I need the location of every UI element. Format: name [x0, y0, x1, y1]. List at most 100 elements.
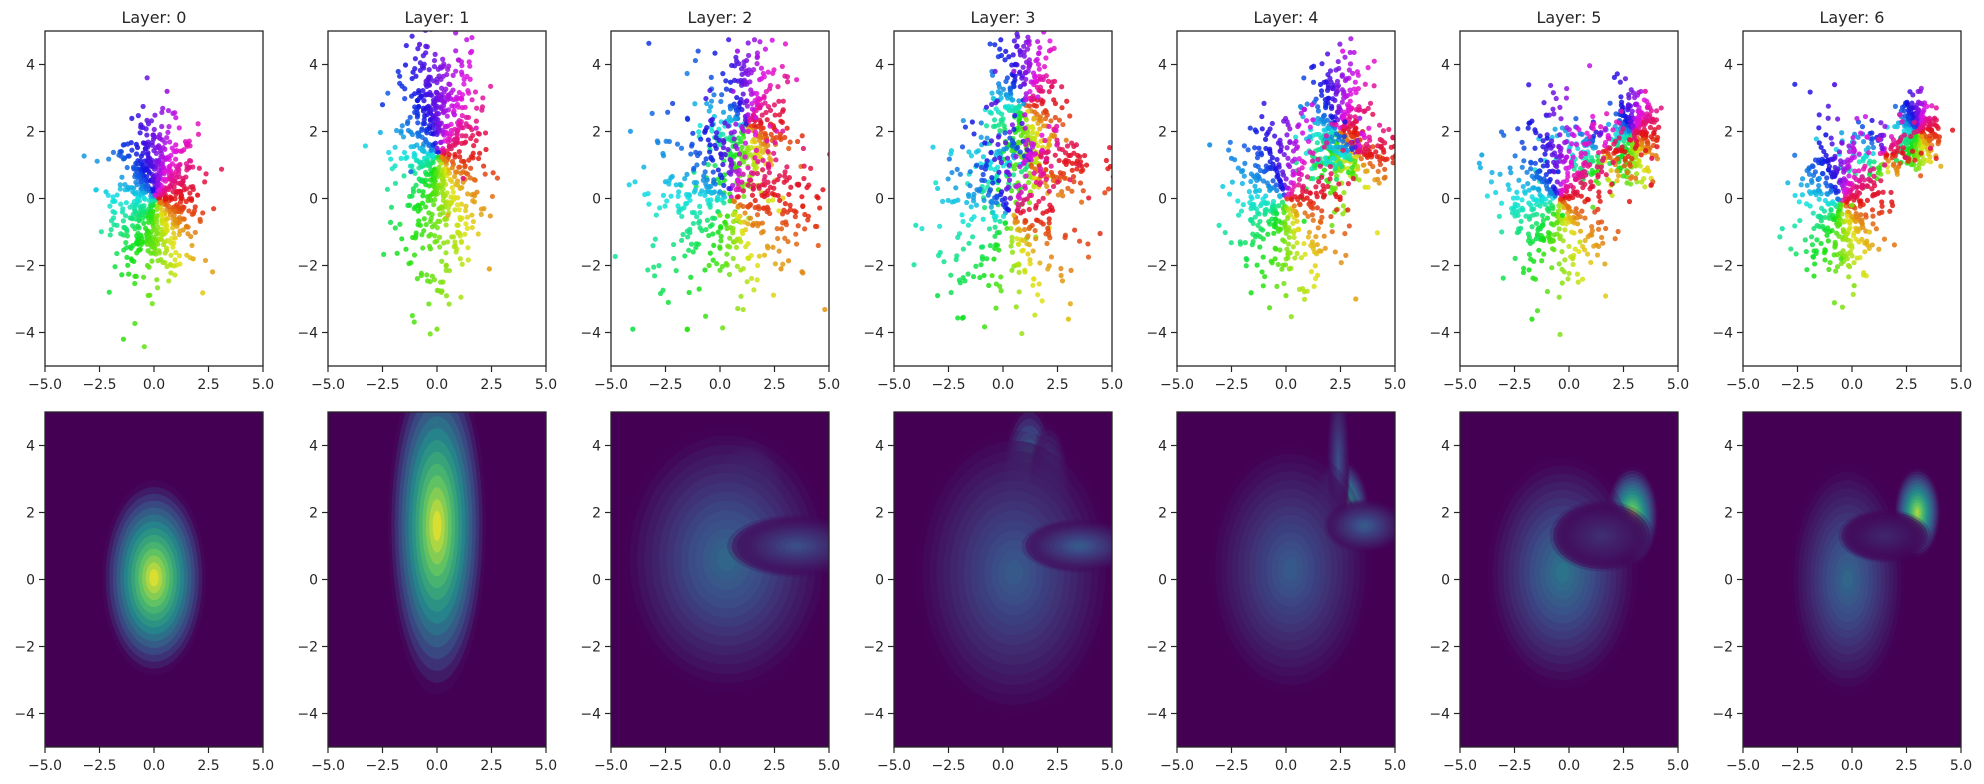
scatter-point	[989, 200, 996, 206]
top-1-xtick-label: 5.0	[535, 377, 557, 393]
scatter-point	[429, 273, 435, 279]
scatter-point	[1381, 149, 1387, 155]
scatter-point	[417, 206, 423, 212]
data-point	[989, 272, 995, 279]
scatter-point	[1085, 241, 1091, 247]
scatter-point	[469, 224, 475, 231]
scatter-point	[1336, 134, 1342, 140]
scatter-point	[1053, 127, 1059, 134]
scatter-point	[1347, 49, 1353, 56]
scatter-point	[431, 63, 438, 70]
scatter-point	[1036, 66, 1042, 72]
scatter-point	[708, 197, 714, 203]
scatter-point	[754, 170, 760, 177]
scatter-point	[411, 252, 418, 258]
scatter-point	[1530, 238, 1536, 245]
scatter-point	[1270, 198, 1277, 205]
scatter-point	[404, 154, 410, 160]
scatter-point	[973, 263, 979, 269]
scatter-point	[399, 236, 405, 242]
scatter-point	[473, 118, 479, 124]
scatter-point	[744, 103, 750, 109]
scatter-point	[1034, 217, 1041, 224]
scatter-point	[1654, 144, 1660, 150]
scatter-point	[1626, 114, 1632, 121]
scatter-point	[1293, 134, 1299, 140]
scatter-point	[740, 188, 746, 194]
scatter-point	[1528, 160, 1534, 166]
scatter-point	[781, 179, 787, 185]
scatter-point	[1294, 218, 1300, 224]
scatter-point	[159, 207, 165, 213]
scatter-point	[456, 123, 462, 129]
scatter-point	[176, 253, 183, 259]
scatter-point	[1515, 126, 1521, 132]
scatter-point	[960, 218, 966, 225]
scatter-point	[168, 270, 174, 276]
scatter-point	[1003, 140, 1009, 146]
scatter-point	[775, 235, 781, 242]
scatter-point	[1324, 159, 1330, 165]
scatter-point	[1002, 220, 1009, 226]
scatter-point	[741, 63, 747, 69]
scatter-point	[1070, 173, 1077, 180]
scatter-point	[110, 149, 117, 155]
scatter-point	[1017, 52, 1024, 58]
scatter-point	[1222, 229, 1228, 236]
scatter-point	[702, 192, 708, 199]
top-1-ytick-label: −2	[297, 259, 318, 275]
scatter-point	[748, 275, 755, 282]
scatter-point	[946, 156, 952, 162]
scatter-point	[827, 151, 829, 157]
scatter-point	[1365, 148, 1371, 154]
scatter-point	[457, 256, 463, 262]
scatter-point	[1636, 159, 1642, 165]
scatter-point	[748, 144, 755, 151]
scatter-point	[992, 156, 998, 162]
scatter-point	[1026, 206, 1032, 213]
scatter-point	[1590, 126, 1596, 132]
scatter-point	[988, 204, 994, 210]
scatter-point	[799, 194, 805, 200]
scatter-point	[775, 84, 781, 90]
scatter-point	[149, 258, 155, 264]
scatter-point	[124, 254, 130, 260]
scatter-point	[173, 115, 179, 121]
scatter-point	[480, 95, 486, 101]
scatter-point	[438, 120, 444, 126]
scatter-point	[1512, 153, 1518, 159]
scatter-point	[416, 132, 422, 138]
scatter-point	[1562, 227, 1568, 233]
scatter-point	[722, 219, 728, 225]
scatter-point	[1582, 150, 1588, 157]
scatter-point	[771, 67, 777, 73]
data-point	[778, 266, 784, 272]
scatter-point	[402, 96, 408, 102]
scatter-point	[1557, 148, 1563, 154]
scatter-point	[128, 256, 134, 262]
scatter-point	[454, 140, 460, 146]
scatter-point	[1627, 175, 1634, 182]
scatter-point	[668, 174, 674, 181]
scatter-point	[1614, 178, 1620, 184]
scatter-point	[1071, 179, 1077, 185]
scatter-point	[1271, 230, 1277, 236]
scatter-point	[1285, 207, 1292, 213]
scatter-point	[156, 248, 162, 254]
scatter-point	[162, 250, 168, 256]
scatter-point	[417, 145, 423, 151]
scatter-point	[1002, 57, 1008, 63]
scatter-point	[1105, 166, 1111, 172]
scatter-point	[1562, 139, 1568, 146]
scatter-point	[1542, 201, 1548, 207]
scatter-point	[127, 244, 134, 250]
scatter-point	[782, 235, 788, 241]
scatter-point	[432, 233, 438, 239]
scatter-point	[407, 163, 414, 169]
scatter-point	[817, 205, 823, 211]
scatter-point	[169, 145, 175, 151]
scatter-point	[154, 182, 160, 188]
scatter-point	[1067, 177, 1073, 183]
scatter-point	[434, 131, 440, 138]
scatter-point	[463, 221, 469, 227]
